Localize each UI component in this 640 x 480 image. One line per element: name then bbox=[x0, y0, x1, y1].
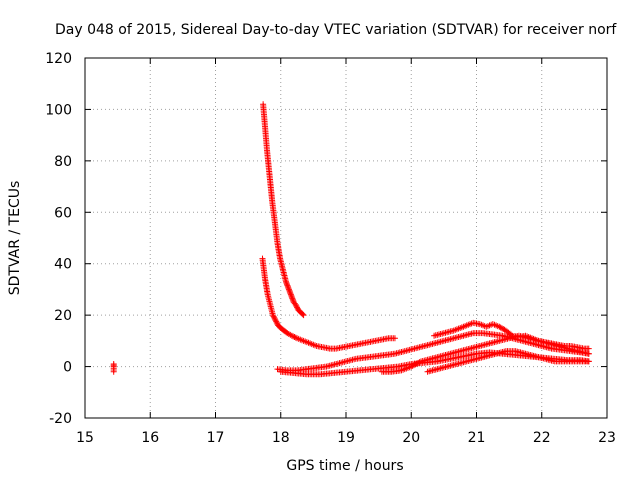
x-tick-label: 17 bbox=[207, 430, 225, 446]
data-point bbox=[409, 362, 416, 369]
data-point bbox=[416, 359, 423, 366]
y-tick-label: 40 bbox=[54, 257, 72, 273]
data-point bbox=[269, 312, 276, 319]
data-point bbox=[300, 312, 307, 319]
data-point bbox=[412, 361, 419, 368]
data-point bbox=[270, 313, 277, 320]
data-point bbox=[273, 318, 280, 325]
x-tick-label: 15 bbox=[76, 430, 94, 446]
data-point bbox=[293, 303, 300, 310]
data-point bbox=[299, 311, 306, 318]
data-point bbox=[292, 334, 299, 341]
x-tick-label: 16 bbox=[141, 430, 159, 446]
y-tick-label: 60 bbox=[54, 205, 72, 221]
y-tick-label: 20 bbox=[54, 308, 72, 324]
data-series bbox=[431, 319, 592, 352]
x-tick-label: 21 bbox=[468, 430, 486, 446]
data-point bbox=[291, 334, 298, 340]
data-point bbox=[288, 332, 295, 339]
data-point bbox=[408, 363, 415, 370]
data-series bbox=[259, 255, 398, 352]
y-axis: -20 0 20 40 60 80 100 120 bbox=[45, 51, 607, 427]
data-series bbox=[424, 348, 592, 375]
x-tick-label: 23 bbox=[598, 430, 616, 446]
data-point bbox=[273, 319, 280, 326]
y-tick-label: -20 bbox=[49, 411, 72, 427]
x-axis-label: GPS time / hours bbox=[286, 458, 403, 474]
x-tick-label: 19 bbox=[337, 430, 355, 446]
x-tick-label: 22 bbox=[533, 430, 551, 446]
data-point bbox=[391, 335, 398, 342]
x-tick-label: 18 bbox=[272, 430, 290, 446]
grid-lines bbox=[85, 58, 607, 418]
data-points bbox=[110, 101, 592, 378]
data-point bbox=[292, 301, 299, 308]
data-point bbox=[290, 333, 297, 340]
data-series bbox=[110, 361, 117, 375]
data-point bbox=[110, 368, 117, 375]
data-point bbox=[294, 304, 301, 311]
data-point bbox=[271, 316, 278, 322]
y-tick-label: 80 bbox=[54, 154, 72, 170]
data-point bbox=[271, 314, 278, 321]
data-point bbox=[272, 317, 279, 324]
data-point bbox=[585, 345, 592, 352]
x-tick-label: 20 bbox=[402, 430, 420, 446]
data-point bbox=[508, 331, 515, 338]
data-point bbox=[585, 350, 592, 357]
data-point bbox=[413, 360, 420, 367]
data-point bbox=[585, 358, 592, 365]
y-axis-label: SDTVAR / TECUs bbox=[7, 181, 23, 296]
chart-title: Day 048 of 2015, Sidereal Day-to-day VTE… bbox=[55, 22, 617, 38]
y-tick-label: 120 bbox=[45, 51, 72, 67]
data-series bbox=[260, 101, 307, 319]
data-point bbox=[415, 359, 422, 366]
y-tick-label: 0 bbox=[63, 360, 72, 376]
x-axis: 15 16 17 18 19 20 21 22 23 bbox=[76, 58, 616, 446]
y-tick-label: 100 bbox=[45, 102, 72, 118]
data-point bbox=[411, 362, 418, 369]
